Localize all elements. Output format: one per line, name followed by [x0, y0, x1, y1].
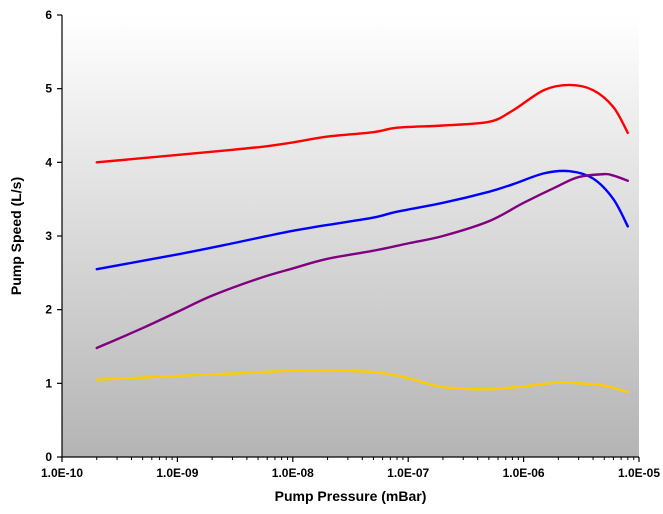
x-tick-label: 1.0E-10: [41, 466, 83, 480]
y-tick-label: 2: [45, 303, 52, 317]
x-axis-title: Pump Pressure (mBar): [275, 488, 427, 504]
x-tick-label: 1.0E-08: [272, 466, 314, 480]
series-line-1: [95, 83, 630, 164]
x-tick-label: 1.0E-06: [503, 466, 545, 480]
plot-area: [62, 15, 639, 457]
y-tick-label: 4: [45, 155, 52, 169]
y-tick-label: 5: [45, 82, 52, 96]
axes-layer: [57, 14, 640, 462]
x-tick-label: 1.0E-07: [387, 466, 429, 480]
series-line-3: [95, 172, 630, 350]
x-tick-label: 1.0E-09: [156, 466, 198, 480]
y-axis-title: Pump Speed (L/s): [8, 177, 24, 295]
series-line-2: [95, 169, 630, 271]
y-tick-label: 0: [45, 450, 52, 464]
y-tick-label: 3: [45, 229, 52, 243]
y-tick-label: 1: [45, 376, 52, 390]
series-layer: [95, 83, 630, 394]
series-line-4: [95, 369, 630, 394]
labels-layer: 0 1 2 3 4 5 6 1.0E-10 1.0E-09 1.0E-08 1.0E-07 1.0E-…: [8, 8, 660, 504]
x-tick-label: 1.0E-05: [618, 466, 660, 480]
y-tick-label: 6: [45, 8, 52, 22]
